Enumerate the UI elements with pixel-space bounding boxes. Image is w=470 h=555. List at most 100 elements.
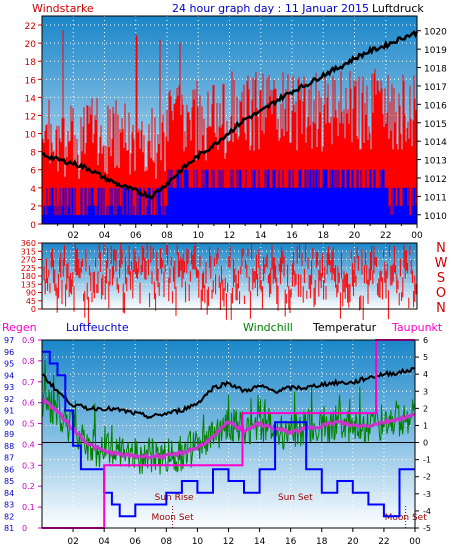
- rain-tick-label: 0: [22, 524, 27, 533]
- y-right-tick-label: 1011: [424, 193, 447, 203]
- x-tick-label: 18: [316, 537, 328, 547]
- y-right-tick-label: 1020: [424, 28, 447, 38]
- rain-tick-label: 0.5: [22, 420, 35, 429]
- temperature-line: [41, 366, 416, 420]
- temp-tick-label: 5: [423, 353, 428, 362]
- x-tick-label: 18: [318, 231, 330, 241]
- humidity-tick-label: 97: [4, 336, 14, 345]
- x-tick-label: 10: [193, 231, 205, 241]
- compass-label: W: [435, 256, 448, 271]
- humidity-panel-axes: 81 82 83 84 85 86 87 88 89 90 91 92 93 94 95 96 97 0 0.1 0.…: [4, 336, 431, 547]
- x-tick-label: 06: [130, 231, 142, 241]
- temp-tick-label: 2: [423, 404, 428, 413]
- temp-tick-label: -2: [423, 473, 431, 482]
- panel-frame: [41, 15, 418, 225]
- x-tick-label: 12: [224, 231, 235, 241]
- rain-tick-label: 0.7: [22, 378, 35, 387]
- y-right-tick-label: 1016: [424, 101, 447, 111]
- x-tick-label: 04: [98, 537, 110, 547]
- temp-tick-label: 6: [423, 336, 428, 345]
- temp-tick-label: -4: [423, 507, 431, 516]
- rain-line: [42, 339, 415, 529]
- compass-label: N: [436, 241, 446, 256]
- panel-frame: [41, 242, 418, 310]
- rain-tick-label: 0.3: [22, 461, 35, 470]
- annotation-label: Sun Set: [278, 493, 313, 503]
- x-tick-label: 10: [192, 537, 204, 547]
- y-tick-label: 90: [26, 289, 36, 298]
- annotation-label: Moon Set: [151, 513, 194, 523]
- wind-speed-bars: [42, 30, 417, 224]
- legend-temperature: Temperatur: [312, 321, 377, 334]
- right-header-label: Luftdruck: [372, 2, 424, 15]
- humidity-tick-label: 81: [4, 524, 14, 533]
- legend-windchill: Windchill: [243, 321, 293, 334]
- humidity-tick-label: 95: [4, 360, 14, 369]
- y-tick-label: 180: [21, 272, 36, 281]
- y-right-tick-label: 1012: [424, 175, 447, 185]
- x-tick-label: 12: [223, 537, 234, 547]
- x-tick-label: 00: [409, 537, 421, 547]
- annotation-label: Moon Set: [385, 513, 428, 523]
- x-tick-label: 08: [161, 537, 173, 547]
- x-tick-label: 22: [380, 231, 391, 241]
- astro-annotations: Sun Rise Moon Set Sun Set Moon Set: [151, 493, 427, 528]
- y-right-tick-label: 1010: [424, 212, 447, 222]
- windchill-line: [41, 359, 415, 475]
- y-left-tick-label: 14: [25, 94, 37, 104]
- rain-tick-label: 0.9: [22, 336, 35, 345]
- y-left-tick-label: 4: [30, 185, 36, 195]
- y-tick-label: 315: [21, 247, 36, 256]
- humidity-tick-label: 91: [4, 407, 14, 416]
- y-left-tick-label: 16: [25, 76, 37, 86]
- humidity-tick-label: 84: [4, 489, 14, 498]
- legend-rain: Regen: [2, 321, 37, 334]
- wind-bars: [42, 169, 417, 224]
- temp-tick-label: -1: [423, 456, 431, 465]
- x-tick-label: 20: [347, 537, 359, 547]
- y-left-tick-label: 20: [25, 40, 37, 50]
- x-tick-label: 16: [285, 537, 297, 547]
- humidity-tick-label: 85: [4, 477, 14, 486]
- humidity-tick-label: 96: [4, 348, 14, 357]
- y-tick-label: 45: [26, 297, 36, 306]
- x-tick-label: 00: [411, 231, 423, 241]
- legend-humidity: Luftfeuchte: [66, 321, 129, 334]
- y-tick-label: 270: [21, 256, 36, 265]
- rain-tick-label: 0.2: [22, 482, 35, 491]
- compass-label: N: [436, 301, 446, 316]
- y-left-tick-label: 2: [30, 203, 36, 213]
- y-right-tick-label: 1018: [424, 65, 447, 75]
- y-tick-label: 135: [21, 280, 36, 289]
- x-tick-label: 02: [67, 537, 78, 547]
- left-header-label: Windstarke: [32, 2, 94, 15]
- humidity-tick-label: 88: [4, 442, 14, 451]
- y-tick-label: 0: [31, 305, 36, 314]
- y-right-tick-label: 1017: [424, 83, 447, 93]
- humidity-tick-label: 92: [4, 395, 14, 404]
- legend-dewpoint: Taupunkt: [391, 321, 443, 334]
- x-tick-label: 14: [254, 537, 266, 547]
- y-right-tick-label: 1013: [424, 157, 447, 167]
- y-right-tick-label: 1014: [424, 138, 447, 148]
- temp-tick-label: 1: [423, 421, 428, 430]
- compass-label: S: [437, 271, 445, 286]
- humidity-tick-label: 89: [4, 430, 14, 439]
- x-tick-label: 16: [286, 231, 298, 241]
- x-tick-label: 06: [130, 537, 142, 547]
- y-left-tick-label: 18: [25, 58, 37, 68]
- pressure-line: [41, 30, 419, 200]
- compass-label: O: [436, 286, 446, 301]
- humidity-tick-label: 90: [4, 418, 14, 427]
- humidity-tick-label: 86: [4, 465, 14, 474]
- x-tick-label: 02: [68, 231, 79, 241]
- annotation-label: Sun Rise: [155, 493, 194, 503]
- y-left-tick-label: 12: [25, 112, 36, 122]
- rain-tick-label: 0.6: [22, 399, 35, 408]
- rain-tick-label: 0.8: [22, 357, 35, 366]
- y-right-tick-label: 1015: [424, 120, 447, 130]
